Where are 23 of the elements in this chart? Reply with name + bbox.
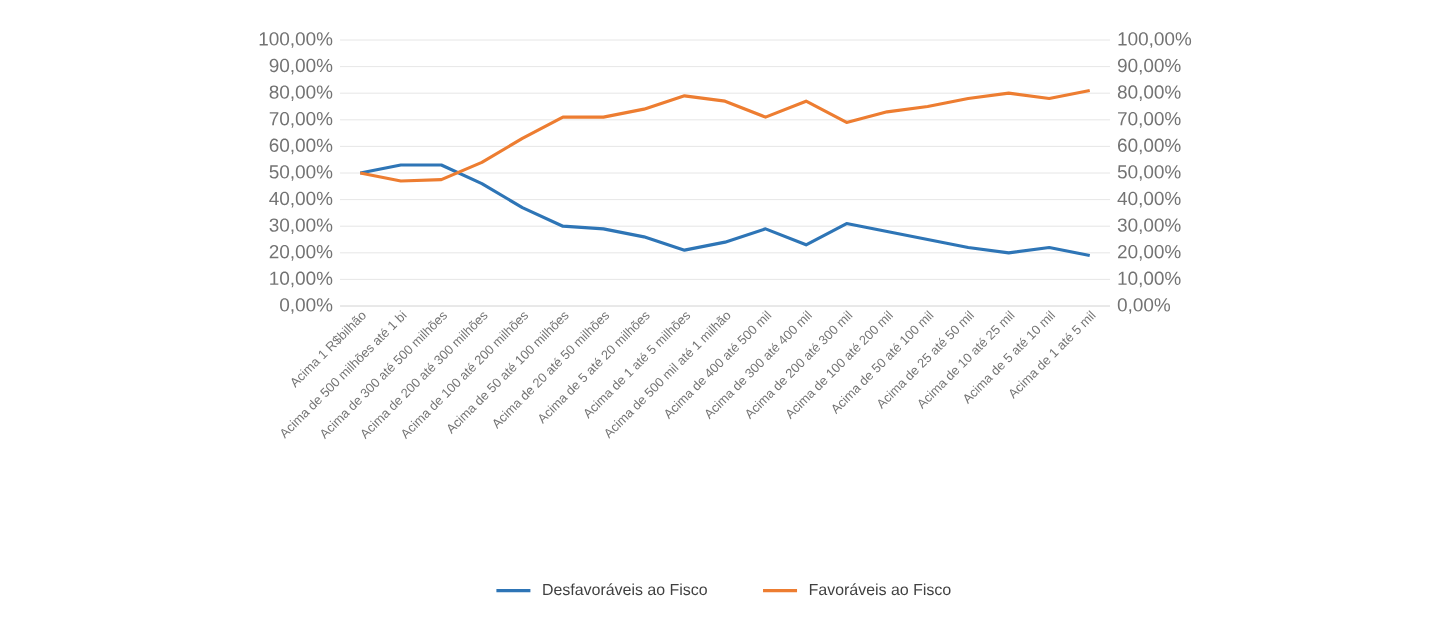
y2-tick-label: 100,00%: [1118, 32, 1192, 48]
y2-tick-label: 60,00%: [1118, 138, 1181, 155]
y-tick-label: 90,00%: [269, 58, 333, 75]
y2-tick-label: 40,00%: [1117, 191, 1181, 208]
y-tick-label: 70,00%: [269, 111, 333, 128]
y-tick-label: 0,00%: [280, 298, 333, 314]
y-tick-label: 80,00%: [269, 85, 333, 102]
y2-tick-label: 50,00%: [1117, 165, 1181, 181]
y-tick-label: 30,00%: [269, 218, 333, 235]
y2-tick-label: 10,00%: [1118, 271, 1181, 288]
y2-tick-label: 90,00%: [1117, 58, 1181, 75]
y-tick-label: 100,00%: [259, 32, 333, 48]
y2-tick-label: 0,00%: [1117, 298, 1171, 314]
y-tick-label: 20,00%: [269, 244, 333, 261]
y-tick-label: 10,00%: [270, 271, 333, 288]
y2-tick-label: 70,00%: [1118, 111, 1181, 128]
y2-tick-label: 80,00%: [1117, 85, 1181, 102]
line-series: [358, 88, 1092, 183]
y-tick-label: 50,00%: [269, 165, 333, 181]
y-tick-label: 40,00%: [269, 191, 333, 208]
y-tick-label: 60,00%: [269, 138, 333, 155]
y2-tick-label: 30,00%: [1117, 218, 1181, 235]
y2-tick-label: 20,00%: [1118, 244, 1181, 261]
